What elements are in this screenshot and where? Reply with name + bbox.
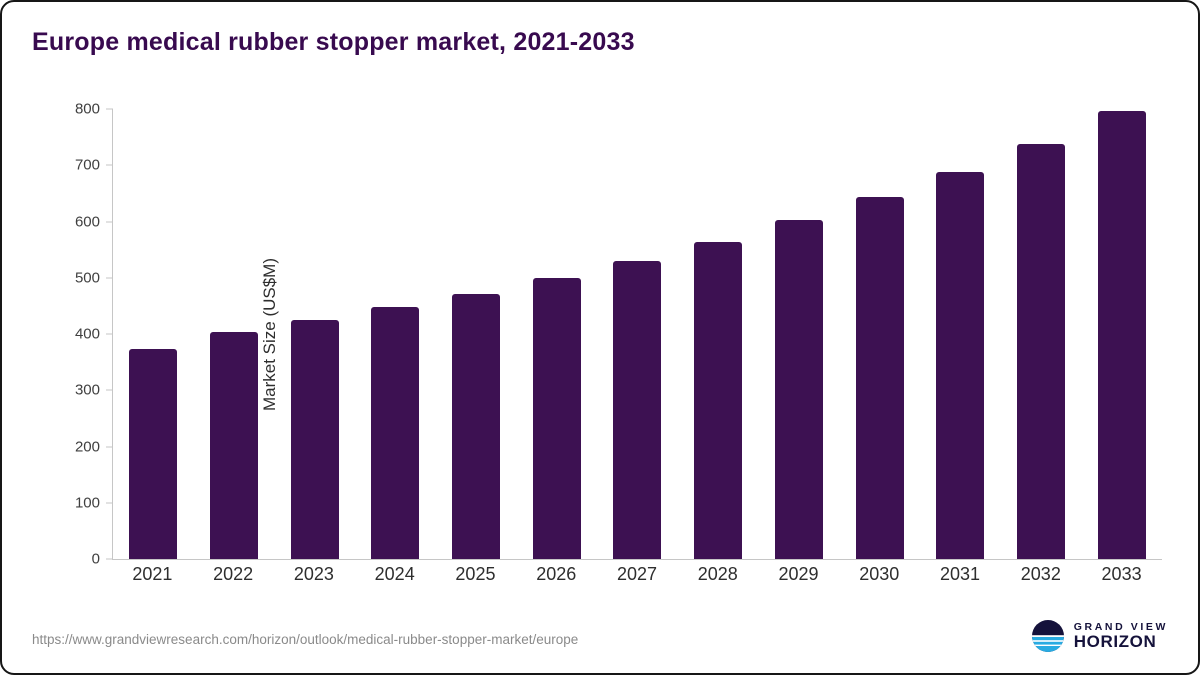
- y-tick-mark: [106, 277, 113, 279]
- bar-slot-2030: [839, 109, 920, 559]
- x-label-2031: 2031: [940, 564, 981, 584]
- bar-slot-2026: [516, 109, 597, 559]
- y-tick-label: 500: [74, 269, 100, 287]
- x-label-2027: 2027: [616, 564, 657, 584]
- bar-2032: [1016, 143, 1065, 559]
- x-label-2022: 2022: [213, 564, 254, 584]
- bar-slot-2022: [194, 109, 275, 559]
- x-label-2026: 2026: [536, 564, 577, 584]
- y-tick-mark: [106, 164, 113, 166]
- y-tick-label: 400: [74, 325, 100, 343]
- y-tick-label: 300: [74, 381, 100, 399]
- logo-line1: GRAND VIEW: [1073, 620, 1168, 633]
- bars-container: [113, 109, 1162, 559]
- bar-2021: [129, 349, 178, 559]
- bar-2024: [371, 307, 420, 559]
- x-axis-labels: 2021 2022 2023 2024 2025 2026 2027 2028 2029 2030…: [112, 564, 1162, 585]
- x-label-2033: 2033: [1101, 564, 1142, 584]
- bar-slot-2023: [274, 109, 355, 559]
- y-tick-mark: [106, 558, 113, 560]
- y-tick-mark: [106, 108, 113, 110]
- source-url: https://www.grandviewresearch.com/horizo…: [32, 632, 579, 647]
- bar-slot-2032: [1001, 109, 1082, 559]
- x-label-2028: 2028: [697, 564, 738, 584]
- bar-slot-2028: [678, 109, 759, 559]
- x-label-2032: 2032: [1020, 564, 1061, 584]
- bar-2023: [290, 319, 339, 559]
- y-tick-500: 500: [58, 269, 113, 286]
- bar-slot-2024: [355, 109, 436, 559]
- bar-2033: [1097, 111, 1146, 559]
- plot-area: 0 100 200 300 400 500 600 700 800: [75, 101, 1162, 568]
- y-tick-mark: [106, 221, 113, 222]
- y-tick-label: 600: [74, 213, 100, 230]
- bar-2025: [452, 293, 501, 559]
- bar-2030: [855, 197, 904, 559]
- y-tick-label: 800: [74, 100, 100, 118]
- bar-2027: [613, 260, 662, 559]
- y-tick-label: 200: [74, 438, 100, 455]
- y-tick-mark: [106, 389, 113, 391]
- y-tick-label: 100: [74, 494, 100, 512]
- x-label-2021: 2021: [132, 564, 173, 584]
- y-tick-100: 100: [58, 494, 113, 511]
- bar-2031: [936, 172, 985, 559]
- x-label-2029: 2029: [778, 564, 819, 584]
- y-tick-mark: [106, 333, 113, 335]
- bar-slot-2025: [436, 109, 517, 559]
- chart-title: Europe medical rubber stopper market, 20…: [32, 28, 635, 56]
- y-tick-mark: [106, 502, 113, 504]
- y-tick-label: 700: [74, 156, 100, 174]
- bar-slot-2031: [920, 109, 1001, 559]
- logo-line2: HORIZON: [1073, 631, 1157, 651]
- x-label-2025: 2025: [455, 564, 496, 584]
- y-tick-mark: [106, 446, 113, 447]
- bar-slot-2021: [113, 109, 194, 559]
- bar-slot-2027: [597, 109, 678, 559]
- bar-slot-2029: [759, 109, 840, 559]
- bar-slot-2033: [1081, 109, 1162, 559]
- y-tick-0: 0: [58, 551, 113, 568]
- bar-2026: [532, 277, 581, 559]
- logo-text: GRAND VIEW HORIZON: [1073, 620, 1168, 651]
- bar-2029: [774, 220, 823, 559]
- y-tick-600: 600: [58, 213, 113, 230]
- x-label-2024: 2024: [374, 564, 415, 584]
- y-tick-400: 400: [58, 326, 113, 343]
- y-tick-200: 200: [58, 438, 113, 455]
- horizon-logo-icon: [1031, 620, 1064, 652]
- y-tick-700: 700: [58, 157, 113, 174]
- x-label-2023: 2023: [293, 564, 334, 584]
- y-tick-300: 300: [58, 382, 113, 399]
- y-tick-label: 0: [91, 550, 100, 568]
- bar-2022: [210, 331, 259, 559]
- grand-view-horizon-logo: GRAND VIEW HORIZON: [1031, 619, 1168, 653]
- y-tick-800: 800: [58, 101, 113, 118]
- x-label-2030: 2030: [859, 564, 900, 584]
- bar-2028: [694, 241, 743, 559]
